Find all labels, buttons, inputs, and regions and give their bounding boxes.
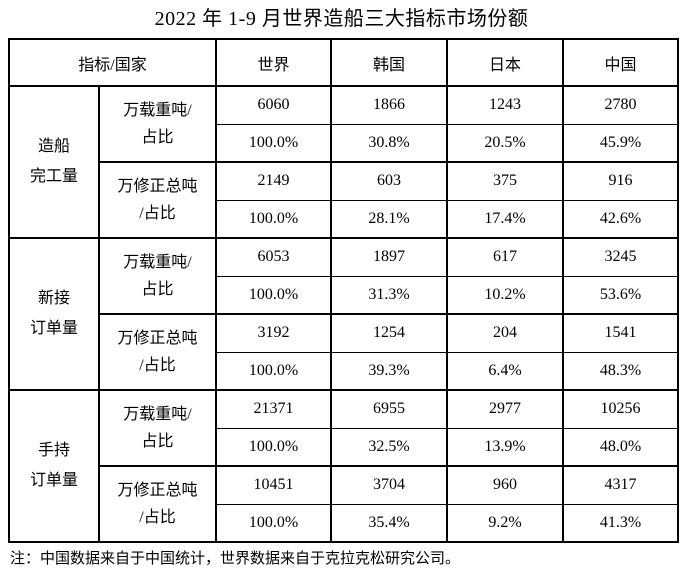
metric-label-cgt: 万修正总吨 /占比 [97,313,218,391]
value-cell: 375 [446,161,565,201]
share-cell: 9.2% [446,503,565,543]
value-cell: 3192 [215,313,333,353]
footnote: 注：中国数据来自于中国统计，世界数据来自于克拉克松研究公司。 [10,551,461,567]
share-cell: 20.5% [446,123,565,163]
column-header-world: 世界 [215,38,333,87]
shipbuilding-indicators-table: 指标/国家 世界 韩国 日本 中国 造船 完工量 万载重吨/ 占比 6060 1… [7,38,680,543]
value-cell: 603 [330,161,449,201]
metric-label-line2: /占比 [139,357,176,374]
table-row: 新接 订单量 万载重吨/ 占比 6053 1897 617 3245 [8,237,680,391]
group-label-line1: 新接 [37,290,70,307]
metric-label-line2: 占比 [141,433,174,450]
metric-label-line1: 万修正总吨 [117,330,198,347]
value-cell: 204 [446,313,565,353]
group-label-orderbook: 手持 订单量 [8,389,100,543]
metric-label-dwt: 万载重吨/ 占比 [97,237,218,315]
metric-label-line2: 占比 [141,129,174,146]
header-row: 指标/国家 世界 韩国 日本 中国 [7,38,680,87]
group-label-line2: 订单量 [29,320,78,337]
value-cell: 617 [446,237,565,277]
share-cell: 17.4% [446,199,565,239]
value-cell: 10451 [215,465,333,505]
share-cell: 10.2% [446,275,565,315]
page-title: 2022 年 1-9 月世界造船三大指标市场份额 [154,8,529,30]
share-cell: 100.0% [215,275,333,315]
table-row: 万修正总吨 /占比 10451 3704 960 4317 [9,465,680,543]
share-cell: 100.0% [215,351,333,391]
value-cell: 3704 [330,465,449,505]
metric-label-line2: /占比 [139,205,176,222]
table-row: 造船 完工量 万载重吨/ 占比 6060 1866 1243 2780 [8,85,680,239]
metric-label-dwt: 万载重吨/ 占比 [97,389,218,467]
share-cell: 45.9% [562,123,680,163]
value-cell: 2780 [562,85,680,125]
table-row: 100.0% 35.4% 9.2% 41.3% [9,503,680,543]
metric-label-line2: 占比 [141,281,174,298]
metric-label-cgt: 万修正总吨 /占比 [97,161,218,239]
metric-label-line2: /占比 [139,509,176,526]
column-header-china: 中国 [562,38,680,87]
table-row: 万修正总吨 /占比 3192 1254 204 1541 [9,313,680,391]
value-cell: 21371 [215,389,333,429]
metric-label-cgt: 万修正总吨 /占比 [97,465,218,543]
share-cell: 48.0% [562,427,680,467]
group-label-completions: 造船 完工量 [8,85,100,239]
value-cell: 1254 [330,313,449,353]
share-cell: 32.5% [330,427,449,467]
group-label-line1: 手持 [37,442,70,459]
value-cell: 3245 [562,237,680,277]
share-cell: 13.9% [446,427,565,467]
group-label-line2: 完工量 [29,168,78,185]
share-cell: 30.8% [330,123,449,163]
share-cell: 100.0% [215,123,333,163]
group-label-line1: 造船 [37,138,70,155]
share-cell: 48.3% [562,351,680,391]
value-cell: 1866 [330,85,449,125]
share-cell: 31.3% [330,275,449,315]
metric-label-line1: 万载重吨/ [123,406,192,423]
corner-header: 指标/国家 [7,38,218,87]
share-cell: 6.4% [446,351,565,391]
group-label-new-orders: 新接 订单量 [8,237,100,391]
share-cell: 100.0% [215,199,333,239]
metric-label-line1: 万修正总吨 [117,482,198,499]
share-cell: 100.0% [215,427,333,467]
column-header-korea: 韩国 [330,38,449,87]
value-cell: 6060 [215,85,333,125]
value-cell: 6053 [215,237,333,277]
table-row: 万修正总吨 /占比 2149 603 375 916 [9,161,680,239]
share-cell: 53.6% [562,275,680,315]
share-cell: 28.1% [330,199,449,239]
table-row: 100.0% 32.5% 13.9% 48.0% [9,427,680,467]
metric-label-line1: 万修正总吨 [117,178,198,195]
value-cell: 6955 [330,389,449,429]
value-cell: 1243 [446,85,565,125]
table-row: 手持 订单量 万载重吨/ 占比 21371 6955 2977 10256 [8,389,680,543]
value-cell: 10256 [562,389,680,429]
share-cell: 41.3% [562,503,680,543]
share-cell: 42.6% [562,199,680,239]
metric-label-dwt: 万载重吨/ 占比 [97,85,218,163]
share-cell: 39.3% [330,351,449,391]
value-cell: 916 [562,161,680,201]
value-cell: 1541 [562,313,680,353]
value-cell: 1897 [330,237,449,277]
table-row: 100.0% 28.1% 17.4% 42.6% [9,199,680,239]
value-cell: 2149 [215,161,333,201]
table-row: 100.0% 30.8% 20.5% 45.9% [9,123,680,163]
value-cell: 4317 [562,465,680,505]
value-cell: 2977 [446,389,565,429]
column-header-japan: 日本 [446,38,565,87]
metric-label-line1: 万载重吨/ [123,254,192,271]
share-cell: 35.4% [330,503,449,543]
metric-label-line1: 万载重吨/ [123,102,192,119]
value-cell: 960 [446,465,565,505]
table-row: 100.0% 39.3% 6.4% 48.3% [9,351,680,391]
share-cell: 100.0% [215,503,333,543]
table-row: 100.0% 31.3% 10.2% 53.6% [9,275,680,315]
group-label-line2: 订单量 [29,472,78,489]
